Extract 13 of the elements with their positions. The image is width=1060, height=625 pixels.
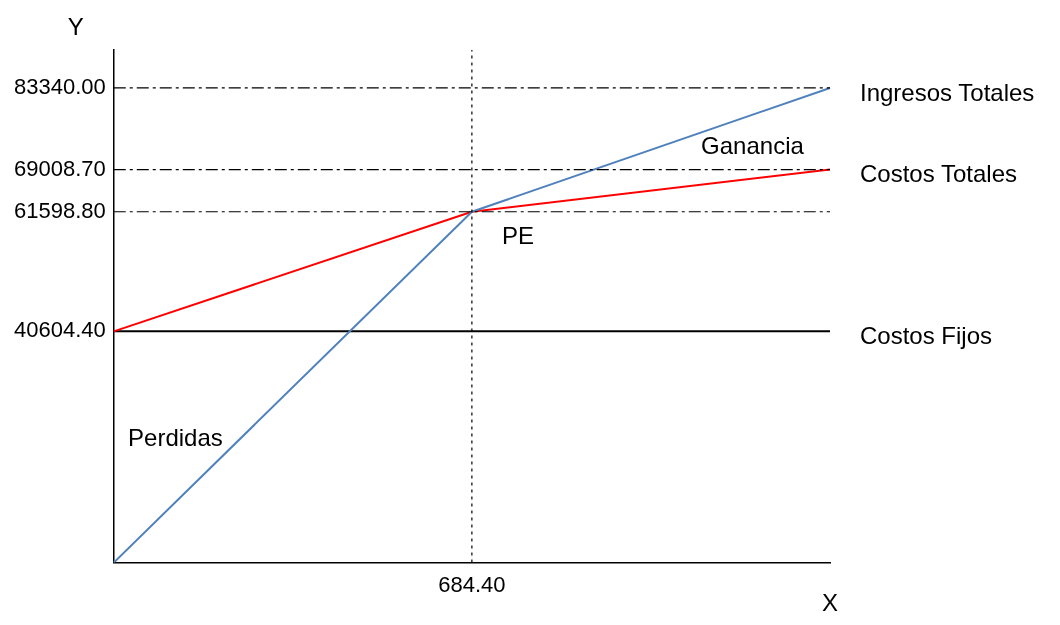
y-tick-label: 83340.00 — [13, 73, 106, 99]
x-axis-title: X — [821, 589, 839, 617]
annotation: Ganancia — [701, 132, 805, 160]
y-tick-label: 61598.80 — [13, 197, 106, 223]
annotation: PE — [501, 222, 534, 250]
series-label: Costos Fijos — [860, 321, 993, 349]
annotation: Perdidas — [128, 424, 223, 452]
y-tick-label: 69008.70 — [13, 155, 106, 181]
x-tick-label: 684.40 — [438, 571, 506, 597]
series-label: Costos Totales — [860, 160, 1017, 188]
y-axis-title: Y — [67, 12, 84, 40]
series-label: Ingresos Totales — [860, 78, 1035, 106]
y-tick-label: 40604.40 — [13, 317, 106, 343]
